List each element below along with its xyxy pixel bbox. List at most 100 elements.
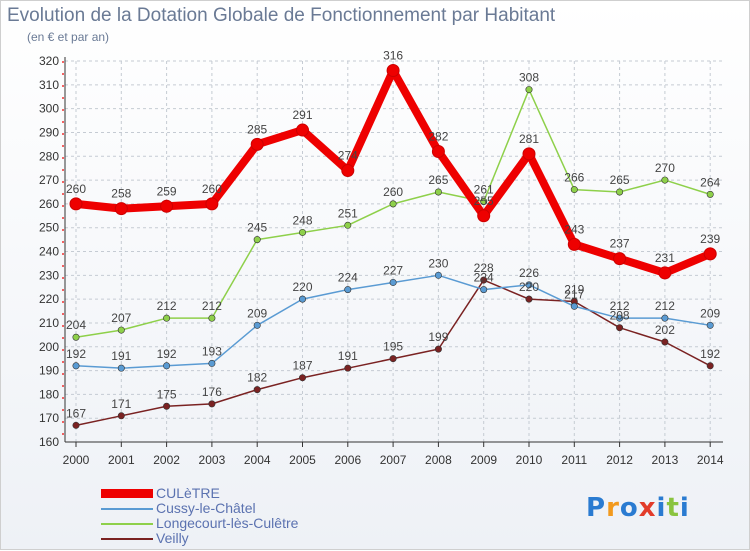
data-point	[250, 137, 264, 151]
logo-letter: x	[638, 493, 657, 523]
data-point	[72, 333, 80, 341]
data-point	[480, 276, 488, 284]
x-tick-label: 2002	[153, 453, 180, 467]
data-label: 209	[247, 306, 267, 320]
data-point	[296, 123, 309, 137]
data-label: 224	[474, 271, 494, 285]
data-point	[525, 281, 533, 289]
legend-swatch	[101, 522, 153, 525]
data-point	[253, 321, 261, 329]
y-tick-label: 260	[39, 197, 59, 211]
data-point	[341, 164, 355, 178]
data-point	[616, 314, 624, 322]
y-tick-label: 320	[39, 54, 59, 68]
data-label: 167	[66, 406, 86, 420]
data-label: 282	[428, 129, 448, 143]
x-tick-label: 2011	[561, 453, 587, 467]
data-label: 175	[157, 387, 177, 401]
data-label: 212	[610, 299, 630, 313]
data-label: 274	[338, 149, 358, 163]
x-tick-label: 2014	[697, 453, 724, 467]
data-label: 199	[428, 330, 448, 344]
data-point	[522, 147, 536, 161]
data-point	[298, 228, 306, 236]
data-point	[298, 374, 306, 382]
y-tick-label: 280	[39, 149, 59, 163]
x-tick-label: 2006	[334, 453, 361, 467]
logo-letter: i	[679, 493, 690, 523]
data-point	[114, 202, 128, 216]
y-tick-label: 290	[39, 125, 59, 139]
data-point	[389, 278, 397, 286]
x-tick-label: 2004	[244, 453, 271, 467]
logo-letter: i	[656, 493, 667, 523]
logo-letter: t	[666, 493, 680, 523]
data-label: 212	[202, 299, 222, 313]
data-point	[117, 412, 125, 420]
x-tick-label: 2003	[199, 453, 226, 467]
data-label: 224	[338, 271, 358, 285]
data-label: 171	[111, 397, 131, 411]
data-point	[706, 190, 714, 198]
data-point	[525, 86, 533, 94]
data-label: 227	[383, 263, 403, 277]
data-label: 209	[700, 306, 720, 320]
data-point	[613, 252, 627, 266]
data-point	[525, 295, 533, 303]
y-tick-label: 170	[39, 411, 59, 425]
y-tick-label: 220	[39, 292, 59, 306]
data-label: 228	[474, 261, 494, 275]
data-point	[117, 364, 125, 372]
y-tick-label: 310	[39, 78, 59, 92]
data-label: 259	[157, 184, 177, 198]
data-point	[434, 188, 442, 196]
data-point	[160, 199, 174, 213]
data-label: 226	[519, 266, 539, 280]
data-point	[616, 324, 624, 332]
data-point	[344, 286, 352, 294]
data-label: 239	[700, 232, 720, 246]
y-tick-label: 240	[39, 245, 59, 259]
data-point	[72, 421, 80, 429]
logo-letter: P	[586, 493, 607, 523]
data-point	[706, 321, 714, 329]
data-point	[163, 314, 171, 322]
data-label: 192	[157, 347, 177, 361]
data-label: 204	[66, 318, 86, 332]
data-point	[477, 209, 491, 223]
x-tick-label: 2008	[425, 453, 452, 467]
data-point	[480, 197, 488, 205]
data-point	[661, 338, 669, 346]
data-label: 176	[202, 385, 222, 399]
data-label: 260	[383, 185, 403, 199]
data-point	[661, 314, 669, 322]
data-label: 208	[610, 309, 630, 323]
x-tick-label: 2009	[470, 453, 497, 467]
legend-label: Veilly	[156, 530, 189, 546]
data-label: 230	[428, 256, 448, 270]
data-label: 261	[474, 182, 494, 196]
data-label: 281	[519, 132, 539, 146]
x-tick-label: 2005	[289, 453, 316, 467]
data-point	[344, 364, 352, 372]
legend-label: Cussy-le-Châtel	[156, 500, 256, 516]
data-label: 191	[111, 349, 131, 363]
data-label: 270	[655, 161, 675, 175]
data-label: 195	[383, 340, 403, 354]
data-point	[570, 186, 578, 194]
data-label: 260	[202, 182, 222, 196]
legend-swatch	[101, 507, 153, 510]
data-label: 243	[564, 222, 584, 236]
data-point	[344, 221, 352, 229]
x-tick-label: 2010	[516, 453, 543, 467]
data-label: 217	[564, 287, 584, 301]
data-point	[706, 362, 714, 370]
data-label: 308	[519, 71, 539, 85]
data-point	[208, 314, 216, 322]
data-point	[567, 237, 581, 251]
data-label: 255	[474, 194, 494, 208]
chart-subtitle: (en € et par an)	[27, 30, 110, 44]
data-point	[431, 144, 445, 158]
data-point	[163, 402, 171, 410]
data-label: 231	[655, 251, 675, 265]
